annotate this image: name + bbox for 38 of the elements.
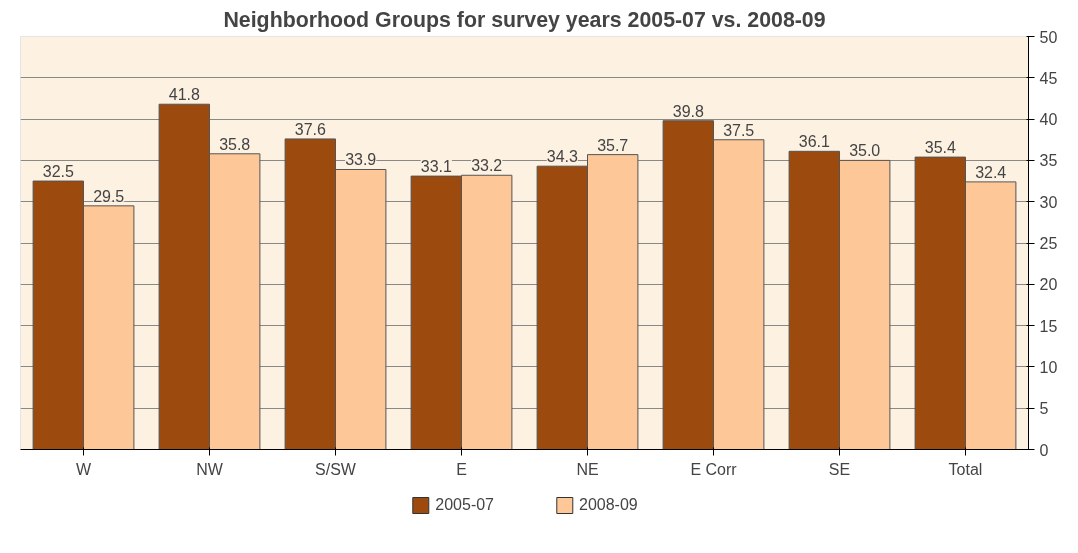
y-tick-label: 50 <box>1039 28 1058 46</box>
data-label: 33.9 <box>345 151 377 169</box>
legend-label: 2008-09 <box>579 496 638 514</box>
data-label: 35.0 <box>849 142 881 160</box>
chart-title: Neighborhood Groups for survey years 2005-07 vs. 2008-09 <box>223 7 826 32</box>
data-label: 32.5 <box>42 163 74 181</box>
data-label: 37.6 <box>294 120 326 138</box>
y-tick-label: 10 <box>1039 358 1058 376</box>
x-tick-label: Total <box>948 460 983 478</box>
x-tick-label: E <box>456 460 467 478</box>
x-tick-label: NE <box>576 460 599 478</box>
data-label: 29.5 <box>93 187 125 205</box>
y-tick-label: 45 <box>1039 69 1058 87</box>
x-tick-label: NW <box>196 460 224 478</box>
data-label: 41.8 <box>168 86 200 104</box>
data-label: 35.8 <box>219 135 251 153</box>
y-tick-label: 0 <box>1039 441 1049 459</box>
y-tick-label: 30 <box>1039 193 1058 211</box>
data-label: 33.2 <box>471 157 503 175</box>
y-tick-label: 25 <box>1039 235 1058 252</box>
data-label: 35.7 <box>597 136 629 154</box>
y-tick-label: 40 <box>1039 111 1058 129</box>
x-tick-label: S/SW <box>315 460 357 478</box>
y-tick-label: 20 <box>1039 276 1058 294</box>
y-tick-label: 5 <box>1039 400 1049 418</box>
x-tick-label: E Corr <box>690 460 738 478</box>
data-label: 32.4 <box>975 163 1007 181</box>
data-label: 34.3 <box>546 148 578 166</box>
legend-label: 2005-07 <box>435 496 494 514</box>
y-tick-label: 35 <box>1039 152 1058 170</box>
x-tick-label: SE <box>828 460 851 478</box>
data-label: 36.1 <box>798 133 830 151</box>
data-label: 37.5 <box>723 121 755 139</box>
data-label: 39.8 <box>672 102 704 120</box>
y-tick-label: 15 <box>1039 317 1058 335</box>
data-label: 33.1 <box>420 158 452 176</box>
data-label: 35.4 <box>924 139 956 157</box>
x-tick-label: W <box>75 460 92 478</box>
